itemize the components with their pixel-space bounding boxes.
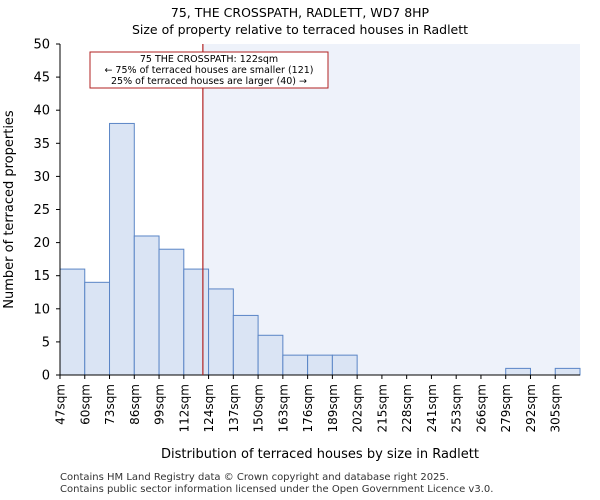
chart-title: 75, THE CROSSPATH, RADLETT, WD7 8HP xyxy=(170,5,430,20)
y-tick-label: 0 xyxy=(42,369,50,384)
x-tick-label: 215sqm xyxy=(375,384,389,432)
bar-150sqm xyxy=(257,334,284,376)
annotation-line-1: 75 THE CROSSPATH: 122sqm xyxy=(140,54,278,65)
y-tick-label: 25 xyxy=(33,203,50,218)
x-tick-label: 73sqm xyxy=(103,384,117,425)
x-tick-label: 292sqm xyxy=(524,384,538,432)
bar-124sqm xyxy=(208,288,234,376)
annotation-line-3: 25% of terraced houses are larger (40) → xyxy=(111,76,307,87)
x-tick-label: 253sqm xyxy=(450,384,464,432)
bar-279sqm xyxy=(505,367,531,376)
bar-137sqm xyxy=(232,314,259,376)
bar-305sqm xyxy=(554,367,581,376)
bar-176sqm xyxy=(307,354,333,376)
bar-73sqm xyxy=(109,122,135,376)
x-tick-label: 112sqm xyxy=(177,384,191,432)
x-tick-label: 228sqm xyxy=(400,384,414,432)
x-tick-label: 60sqm xyxy=(78,384,92,425)
footer-line-1: Contains HM Land Registry data © Crown c… xyxy=(60,472,449,483)
y-tick-label: 15 xyxy=(33,269,50,284)
x-tick-label: 189sqm xyxy=(326,384,340,432)
x-tick-label: 176sqm xyxy=(301,384,315,432)
x-tick-label: 305sqm xyxy=(549,384,563,432)
x-tick-label: 86sqm xyxy=(128,384,142,425)
x-tick-label: 124sqm xyxy=(202,384,216,432)
bar-112sqm xyxy=(183,268,210,376)
annotation-box xyxy=(89,51,329,89)
bar-189sqm xyxy=(331,354,358,376)
y-tick-label: 10 xyxy=(33,302,50,317)
bar-47sqm xyxy=(59,268,86,376)
x-tick-label: 266sqm xyxy=(474,384,488,432)
bar-163sqm xyxy=(282,354,309,376)
x-tick-label: 202sqm xyxy=(351,384,365,432)
highlight-region xyxy=(202,44,580,375)
x-tick-label: 241sqm xyxy=(425,384,439,432)
y-tick-label: 40 xyxy=(33,104,50,119)
y-tick-label: 20 xyxy=(33,236,50,251)
x-tick-label: 99sqm xyxy=(153,384,167,425)
y-tick-label: 30 xyxy=(33,170,50,185)
x-tick-label: 47sqm xyxy=(54,384,68,425)
bar-86sqm xyxy=(133,235,160,376)
bar-60sqm xyxy=(84,281,111,376)
y-axis-label: Number of terraced properties xyxy=(2,110,17,309)
y-tick-label: 35 xyxy=(33,137,50,152)
y-tick-label: 45 xyxy=(33,71,50,86)
x-axis-label: Distribution of terraced houses by size … xyxy=(161,447,479,462)
y-tick-label: 50 xyxy=(33,38,50,53)
x-tick-label: 150sqm xyxy=(252,384,266,432)
x-tick-label: 163sqm xyxy=(276,384,290,432)
x-tick-label: 279sqm xyxy=(499,384,513,432)
y-tick-label: 5 xyxy=(42,335,50,350)
bar-99sqm xyxy=(158,248,185,376)
footer-line-2: Contains public sector information licen… xyxy=(60,484,494,495)
x-tick-label: 137sqm xyxy=(227,384,241,432)
annotation-line-2: ← 75% of terraced houses are smaller (12… xyxy=(104,65,313,76)
chart-subtitle: Size of property relative to terraced ho… xyxy=(131,22,469,37)
